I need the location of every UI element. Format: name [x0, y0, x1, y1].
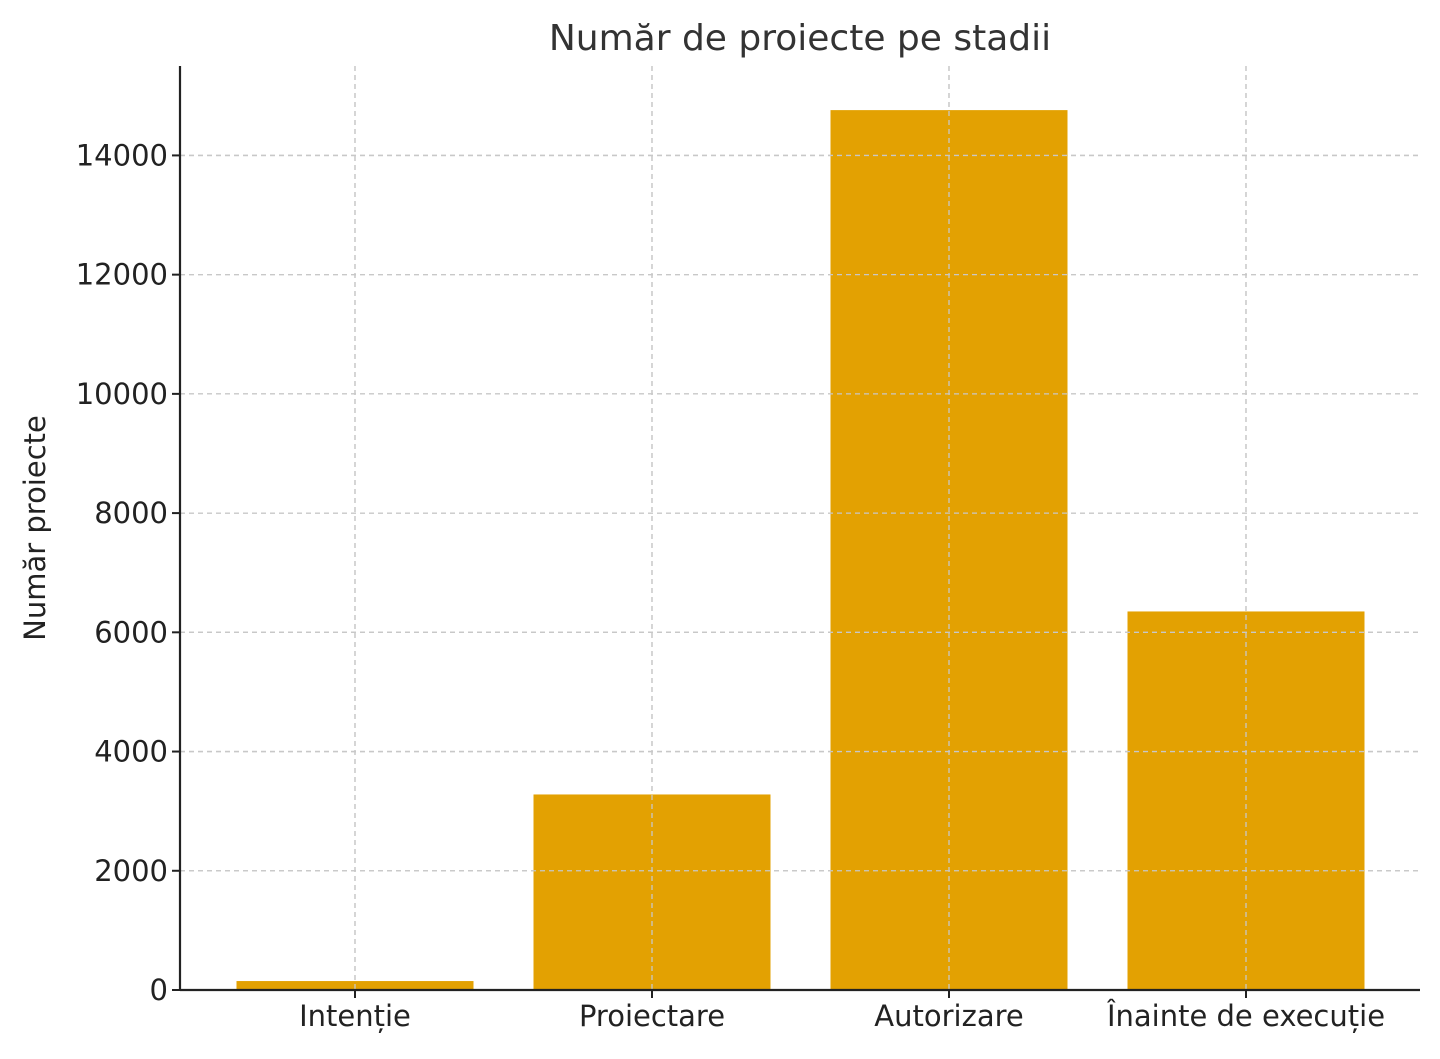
x-tick-label: Înainte de execuție [1106, 999, 1385, 1033]
chart-title: Număr de proiecte pe stadii [549, 18, 1051, 59]
y-tick-label: 8000 [94, 496, 168, 530]
y-ticks: 0 2000 4000 6000 8000 10000 12000 14000 [76, 138, 180, 1007]
y-tick-label: 0 [150, 973, 168, 1007]
x-tick-label: Autorizare [874, 999, 1023, 1033]
y-tick-label: 10000 [76, 377, 168, 411]
axes-layer [178, 66, 1420, 992]
y-tick-label: 4000 [94, 735, 168, 769]
y-tick-label: 6000 [94, 615, 168, 649]
y-tick-label: 12000 [76, 258, 168, 292]
bar-3 [1127, 611, 1365, 990]
bars-layer [180, 66, 1420, 991]
y-axis-title: Număr proiecte [18, 415, 52, 641]
x-tick-label: Proiectare [579, 999, 725, 1033]
x-tick-label: Intenție [299, 999, 411, 1033]
y-tick-label: 14000 [76, 138, 168, 172]
y-tick-label: 2000 [94, 854, 168, 888]
x-ticks: Intenție Proiectare Autorizare Înainte de e… [299, 990, 1385, 1033]
